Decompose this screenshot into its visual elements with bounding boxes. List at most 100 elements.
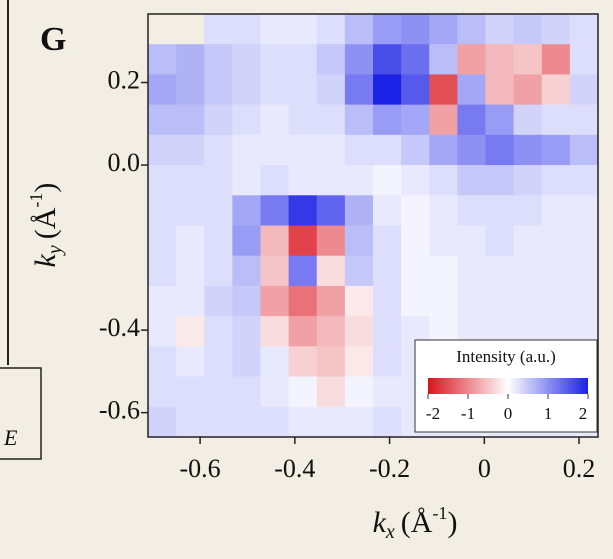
heatmap-cell [176, 134, 205, 166]
left-panel-box [0, 367, 42, 460]
heatmap-cell [344, 165, 374, 196]
heatmap-cell [513, 14, 543, 45]
heatmap-cell [457, 134, 487, 166]
heatmap-cell [204, 195, 233, 227]
heatmap-cell [316, 285, 346, 317]
heatmap-cell [260, 195, 290, 227]
plot-frame [147, 13, 599, 438]
heatmap-cell [457, 255, 487, 287]
heatmap-cell [344, 14, 374, 45]
heatmap-cell [429, 285, 458, 317]
heatmap-cell [204, 44, 233, 76]
heatmap-cell [344, 195, 374, 227]
heatmap-cell [457, 285, 487, 317]
heatmap-cell [401, 134, 430, 166]
heatmap-cell [316, 134, 346, 166]
heatmap-cell [148, 376, 177, 408]
heatmap-cell [457, 104, 487, 136]
heatmap-cell [232, 406, 262, 438]
heatmap-cell [316, 346, 346, 378]
panel-label: G [40, 21, 66, 58]
heatmap-cell [485, 134, 515, 166]
heatmap-cell [401, 225, 430, 257]
heatmap-cell [204, 104, 233, 136]
heatmap-cell [401, 285, 430, 317]
heatmap-cell [373, 104, 402, 136]
heatmap-cell [176, 376, 205, 408]
heatmap-cell [316, 74, 346, 106]
heatmap-cell [232, 316, 262, 347]
heatmap-cell [204, 165, 233, 196]
heatmap-cell [457, 165, 487, 196]
heatmap-cell [429, 134, 458, 166]
heatmap-cell [401, 74, 430, 106]
heatmap-cell [401, 255, 430, 287]
heatmap-cell [541, 255, 571, 287]
heatmap-cell [457, 195, 487, 227]
heatmap-cell [232, 134, 262, 166]
heatmap-cell [232, 44, 262, 76]
heatmap-cell [260, 316, 290, 347]
heatmap-cell [316, 225, 346, 257]
heatmap-cell [288, 225, 318, 257]
heatmap-cell [429, 14, 458, 45]
heatmap-cell [288, 316, 318, 347]
heatmap-cell [541, 165, 571, 196]
y-tick-label: 0.0 [108, 148, 141, 177]
heatmap-cell [260, 225, 290, 257]
heatmap-cell [316, 44, 346, 76]
heatmap-cell [373, 406, 402, 438]
heatmap-cell [176, 285, 205, 317]
heatmap-cell [204, 406, 233, 438]
heatmap-cell [457, 74, 487, 106]
x-tick-label: -0.6 [180, 454, 221, 483]
x-label-unit-close: ) [447, 506, 457, 539]
heatmap-cell [204, 285, 233, 317]
heatmap-cell [260, 74, 290, 106]
y-tick-label: -0.6 [99, 396, 140, 425]
x-tick-label: 0 [478, 454, 491, 483]
heatmap-cell [429, 44, 458, 76]
heatmap-cell [232, 376, 262, 408]
x-tick-label: 0.2 [563, 454, 596, 483]
heatmap-cell [288, 376, 318, 408]
heatmap-cell [260, 165, 290, 196]
heatmap-cell [288, 346, 318, 378]
heatmap-cell [541, 14, 571, 45]
heatmap-cell [148, 316, 177, 347]
heatmap-cell [373, 285, 402, 317]
heatmap-cell [148, 74, 177, 106]
heatmap-cell [176, 74, 205, 106]
heatmap-cell [569, 285, 599, 317]
heatmap-cell [485, 74, 515, 106]
heatmap-cell [513, 285, 543, 317]
x-label-symbol: k [373, 506, 387, 539]
heatmap-cell [148, 285, 177, 317]
heatmap-cell [373, 316, 402, 347]
heatmap-cell [232, 104, 262, 136]
heatmap-cell [260, 104, 290, 136]
heatmap-cell [373, 74, 402, 106]
heatmap-cell [316, 255, 346, 287]
x-label-superscript: -1 [432, 503, 447, 523]
y-label-unit-close: ) [29, 183, 62, 193]
heatmap-cell [513, 225, 543, 257]
heatmap-cell [401, 165, 430, 196]
heatmap-cell [260, 44, 290, 76]
heatmap-cell [344, 134, 374, 166]
heatmap-cell [288, 285, 318, 317]
y-label-subscript: y [44, 245, 66, 256]
heatmap-cell [485, 195, 515, 227]
heatmap-cell [148, 406, 177, 438]
heatmap-cell [232, 255, 262, 287]
heatmap-cell [513, 134, 543, 166]
heatmap-cell [457, 14, 487, 45]
y-tick-label: 0.2 [108, 65, 141, 94]
heatmap-cell [260, 14, 290, 45]
heatmap-cell [485, 104, 515, 136]
left-box-label: E [3, 425, 18, 450]
colorbar-tick-label: -2 [426, 404, 440, 423]
heatmap-cell [260, 346, 290, 378]
heatmap-cell [232, 346, 262, 378]
heatmap-cell [316, 376, 346, 408]
